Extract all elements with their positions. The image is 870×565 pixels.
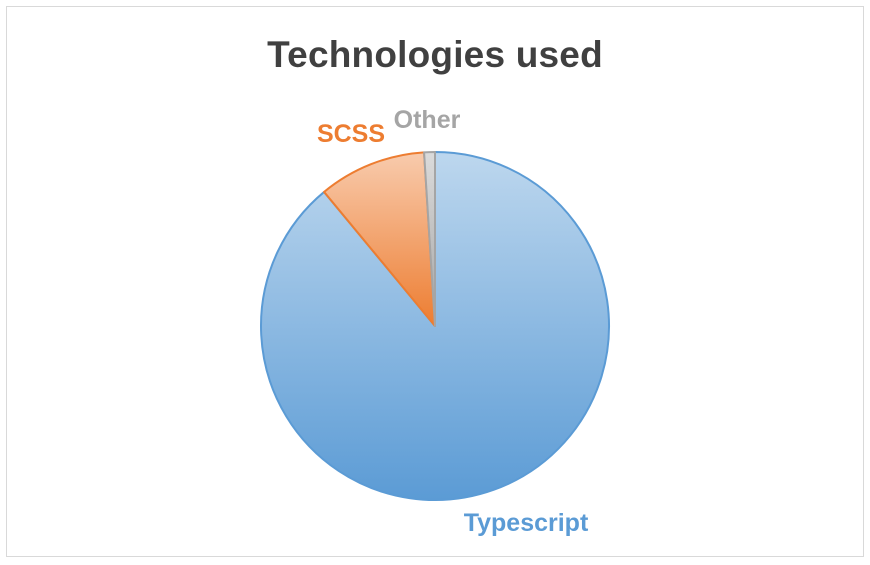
pie-slice-scss xyxy=(323,151,436,327)
chart-title: Technologies used xyxy=(267,34,603,75)
data-label-scss: SCSS xyxy=(317,120,385,148)
data-label-other: Other xyxy=(394,106,461,134)
data-label-typescript: Typescript xyxy=(464,509,589,537)
pie-slice-other xyxy=(423,150,436,327)
